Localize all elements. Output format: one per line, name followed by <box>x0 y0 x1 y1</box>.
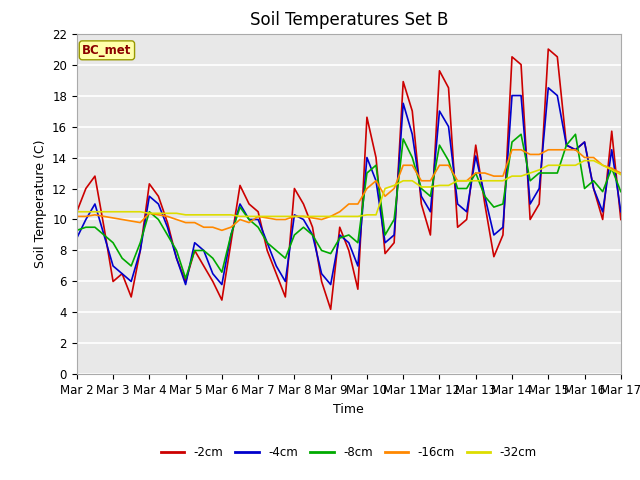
-4cm <box>273 263 280 269</box>
-8cm <box>191 248 198 253</box>
-2cm <box>372 155 380 160</box>
-16cm <box>182 220 189 226</box>
-8cm <box>372 162 380 168</box>
-32cm <box>182 212 189 218</box>
-8cm <box>273 248 280 253</box>
-32cm <box>372 212 380 218</box>
-16cm <box>408 162 416 168</box>
-16cm <box>508 147 516 153</box>
Y-axis label: Soil Temperature (C): Soil Temperature (C) <box>33 140 47 268</box>
-2cm <box>264 248 271 253</box>
X-axis label: Time: Time <box>333 403 364 416</box>
-4cm <box>617 209 625 215</box>
Line: -4cm: -4cm <box>77 88 621 285</box>
-32cm <box>236 214 244 219</box>
-8cm <box>182 276 189 281</box>
Text: BC_met: BC_met <box>82 44 132 57</box>
-16cm <box>218 228 226 233</box>
-16cm <box>563 147 570 153</box>
-32cm <box>408 178 416 184</box>
-16cm <box>273 216 280 222</box>
Line: -8cm: -8cm <box>77 134 621 278</box>
-32cm <box>617 172 625 178</box>
Title: Soil Temperatures Set B: Soil Temperatures Set B <box>250 11 448 29</box>
-2cm <box>182 278 189 284</box>
-8cm <box>517 132 525 137</box>
-16cm <box>617 170 625 176</box>
-2cm <box>200 263 207 269</box>
Line: -16cm: -16cm <box>77 150 621 230</box>
-4cm <box>372 178 380 184</box>
-4cm <box>563 142 570 148</box>
-8cm <box>617 189 625 194</box>
-16cm <box>372 178 380 184</box>
-32cm <box>273 214 280 219</box>
-32cm <box>580 158 588 164</box>
-8cm <box>73 228 81 233</box>
-4cm <box>209 271 216 276</box>
-4cm <box>408 132 416 137</box>
-4cm <box>545 85 552 91</box>
-8cm <box>563 142 570 148</box>
-2cm <box>617 216 625 222</box>
Legend: -2cm, -4cm, -8cm, -16cm, -32cm: -2cm, -4cm, -8cm, -16cm, -32cm <box>156 442 541 464</box>
-2cm <box>73 209 81 215</box>
-2cm <box>408 108 416 114</box>
-16cm <box>73 214 81 219</box>
Line: -32cm: -32cm <box>77 161 621 216</box>
Line: -2cm: -2cm <box>77 49 621 309</box>
-2cm <box>327 306 335 312</box>
-4cm <box>73 235 81 241</box>
-8cm <box>408 155 416 160</box>
-32cm <box>73 209 81 215</box>
-4cm <box>191 240 198 246</box>
-16cm <box>200 224 207 230</box>
-8cm <box>209 255 216 261</box>
-32cm <box>200 212 207 218</box>
-32cm <box>554 162 561 168</box>
-4cm <box>182 282 189 288</box>
-2cm <box>545 46 552 52</box>
-2cm <box>563 142 570 148</box>
